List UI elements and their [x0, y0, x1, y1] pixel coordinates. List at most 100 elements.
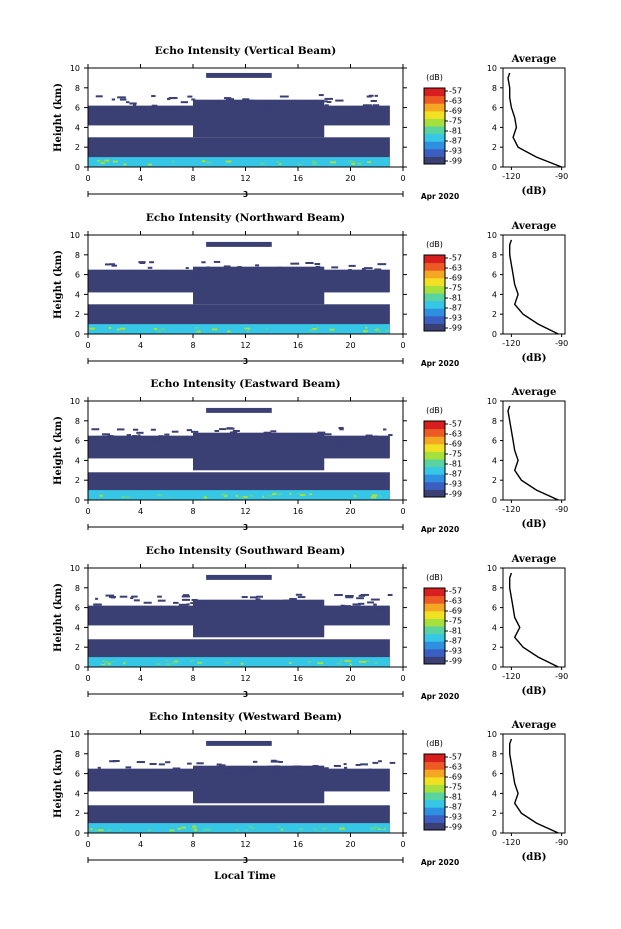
- heatmap-speckle: [149, 261, 155, 264]
- heatmap-speckle: [307, 660, 313, 663]
- colorbar-swatch: [424, 103, 445, 112]
- heatmap-speckle: [270, 760, 280, 763]
- colorbar-tick-label: -99: [449, 823, 462, 832]
- heatmap-speckle: [276, 602, 281, 605]
- heatmap-speckle: [121, 495, 127, 498]
- heatmap-speckle: [370, 99, 377, 102]
- heatmap-speckle: [229, 104, 235, 107]
- heatmap-speckle: [369, 827, 375, 830]
- heatmap-speckle: [378, 760, 382, 763]
- colorbar-swatch: [424, 293, 445, 302]
- heatmap-speckle: [191, 430, 199, 433]
- heatmap-speckle: [355, 609, 365, 612]
- heatmap-speckle: [158, 763, 165, 766]
- heatmap-speckle: [140, 774, 150, 777]
- heatmap-speckle: [276, 161, 280, 164]
- heatmap-speckle: [256, 595, 263, 598]
- heatmap-speckle: [242, 496, 248, 499]
- heatmap-speckle: [252, 760, 258, 763]
- colorbar-frame: [423, 753, 446, 831]
- x-tick-label: 20: [345, 174, 355, 183]
- heatmap-speckle: [324, 767, 329, 770]
- heatmap-speckle: [101, 660, 107, 663]
- heatmap-speckle: [136, 761, 145, 764]
- heatmap-speckle: [99, 494, 103, 497]
- y-axis-label: Height (km): [53, 416, 64, 485]
- heatmap-speckle: [288, 661, 292, 664]
- date-label: Apr 2020: [421, 692, 459, 701]
- heatmap-speckle: [280, 102, 288, 105]
- heatmap-speckle: [196, 769, 201, 772]
- average-y-tick-label: 2: [492, 310, 497, 319]
- heatmap-speckle: [102, 433, 111, 436]
- heatmap-speckle: [371, 494, 378, 497]
- heatmap-speckle: [247, 160, 250, 163]
- y-tick-label: 6: [75, 604, 80, 613]
- x-tick-label: 8: [190, 840, 195, 849]
- heatmap-speckle: [108, 326, 112, 329]
- heatmap-speckle: [282, 773, 288, 776]
- heatmap-speckle: [206, 266, 210, 269]
- heatmap-speckle: [312, 162, 317, 165]
- heatmap-speckle: [331, 266, 339, 269]
- day-label: 3: [243, 190, 248, 199]
- average-x-label: (dB): [522, 186, 547, 197]
- heatmap-speckle: [143, 327, 150, 330]
- heatmap-speckle: [372, 104, 380, 107]
- x-tick-label: 12: [240, 840, 250, 849]
- x-tick-label: 4: [138, 174, 143, 183]
- heatmap-speckle: [193, 434, 198, 437]
- colorbar-swatch: [424, 277, 445, 286]
- heatmap-speckle: [249, 596, 258, 599]
- heatmap-speckle: [309, 608, 314, 611]
- heatmap-speckle: [277, 266, 283, 269]
- colorbar-swatch: [424, 799, 445, 808]
- colorbar-swatch: [424, 776, 445, 785]
- heatmap-speckle: [344, 161, 349, 164]
- colorbar-tick-label: -99: [449, 490, 462, 499]
- heatmap-speckle: [110, 327, 114, 330]
- heatmap-speckle: [373, 435, 378, 438]
- heatmap-speckle: [326, 100, 332, 103]
- heatmap-speckle: [105, 594, 115, 597]
- heatmap-speckle: [106, 828, 112, 831]
- average-frame: [502, 234, 566, 335]
- heatmap-speckle: [116, 428, 125, 431]
- heatmap-speckle: [165, 663, 171, 666]
- heatmap-speckle: [365, 660, 370, 663]
- heatmap-speckle: [312, 764, 319, 767]
- heatmap-speckle: [324, 104, 329, 107]
- average-y-tick-label: 8: [492, 251, 497, 260]
- heatmap-speckle: [129, 102, 137, 105]
- heatmap-speckle: [367, 601, 374, 604]
- heatmap-speckle: [167, 608, 173, 611]
- colorbar-tick-label: -69: [449, 107, 462, 116]
- heatmap-speckle: [123, 662, 126, 665]
- heatmap-speckle: [88, 107, 94, 110]
- heatmap-speckle: [372, 761, 379, 764]
- x-tick-label: 0: [400, 840, 405, 849]
- y-tick-label: 0: [75, 829, 80, 838]
- heatmap-speckle: [151, 104, 158, 107]
- colorbar-tick-label: -63: [449, 264, 462, 273]
- heatmap-speckle: [370, 496, 377, 499]
- heatmap-speckle: [179, 663, 184, 666]
- heatmap-speckle: [98, 160, 104, 163]
- heatmap-speckle: [225, 660, 228, 663]
- heatmap-speckle: [278, 760, 283, 763]
- colorbar-swatch: [424, 451, 445, 460]
- heatmap-speckle: [132, 104, 137, 107]
- colorbar-swatch: [424, 474, 445, 483]
- heatmap: [88, 241, 390, 334]
- average-x-tick-label: -120: [502, 672, 520, 681]
- heatmap-speckle: [180, 101, 189, 104]
- heatmap-speckle: [283, 599, 292, 602]
- heatmap-speckle: [196, 762, 204, 765]
- average-title: Average: [511, 720, 557, 731]
- heatmap-layer: [88, 157, 390, 167]
- heatmap-speckle: [164, 272, 170, 275]
- heatmap-speckle: [98, 109, 103, 112]
- y-tick-label: 4: [75, 123, 80, 132]
- heatmap-speckle: [155, 775, 163, 778]
- average-y-tick-label: 8: [492, 417, 497, 426]
